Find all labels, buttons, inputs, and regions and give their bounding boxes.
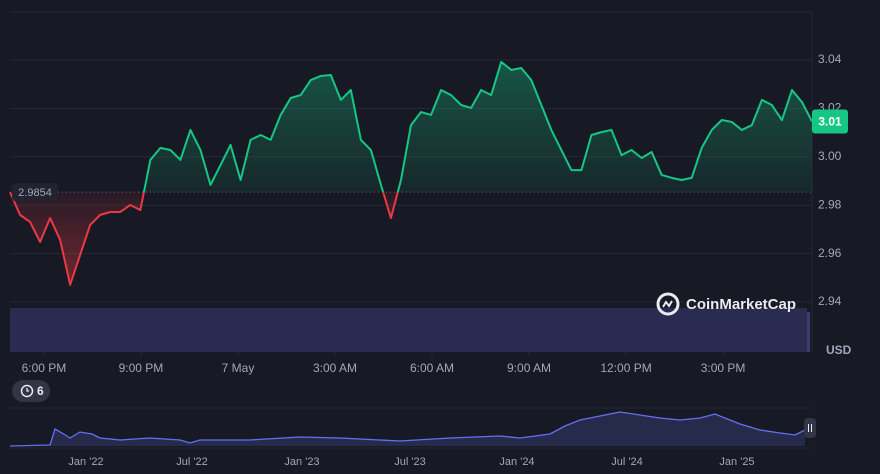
- volume-band: [10, 308, 807, 352]
- navigator-label: Jul '23: [394, 456, 425, 468]
- volume-band-end: [807, 312, 810, 352]
- y-tick-label: 2.96: [818, 246, 842, 260]
- navigator-label: Jan '22: [68, 456, 103, 468]
- x-tick-label: 12:00 PM: [600, 361, 651, 375]
- watermark-text: CoinMarketCap: [686, 296, 796, 313]
- navigator-label: Jul '24: [611, 456, 642, 468]
- navigator-label: Jan '25: [719, 456, 754, 468]
- x-tick-label: 9:00 PM: [119, 361, 164, 375]
- price-area: [10, 61, 812, 285]
- x-tick-label: 3:00 AM: [313, 361, 357, 375]
- y-tick-label: 3.00: [818, 149, 842, 163]
- baseline-tag: 2.9854: [18, 187, 52, 199]
- navigator-label: Jul '22: [176, 456, 207, 468]
- navigator[interactable]: [9, 407, 816, 449]
- price-line: [9, 60, 813, 286]
- navigator-label: Jan '23: [284, 456, 319, 468]
- baseline-tag-bg: [12, 183, 58, 202]
- navigator-label: Jan '24: [499, 456, 534, 468]
- y-tick-label: 3.04: [818, 52, 842, 66]
- y-tick-label: 2.98: [818, 197, 842, 211]
- x-tick-label: 6:00 PM: [22, 361, 67, 375]
- history-count: 6: [37, 384, 44, 398]
- watermark: CoinMarketCap: [656, 292, 796, 316]
- price-tag-bg: [812, 109, 848, 134]
- x-tick-label: 6:00 AM: [410, 361, 454, 375]
- plot: 2.942.962.983.003.023.046:00 PM 9:00 PM 7 …: [9, 52, 848, 375]
- price-tag: 3.01: [818, 115, 842, 129]
- navigator-labels: Jan '22 Jul '22 Jan '23 Jul '23 Jan '24 Jul '…: [68, 456, 754, 468]
- x-tick-label: 7 May: [222, 361, 255, 375]
- y-tick-label: 2.94: [818, 294, 842, 308]
- history-badge[interactable]: 6: [12, 380, 50, 402]
- x-tick-label: 9:00 AM: [507, 361, 551, 375]
- x-tick-label: 3:00 PM: [701, 361, 746, 375]
- y-axis-label: USD: [826, 343, 852, 357]
